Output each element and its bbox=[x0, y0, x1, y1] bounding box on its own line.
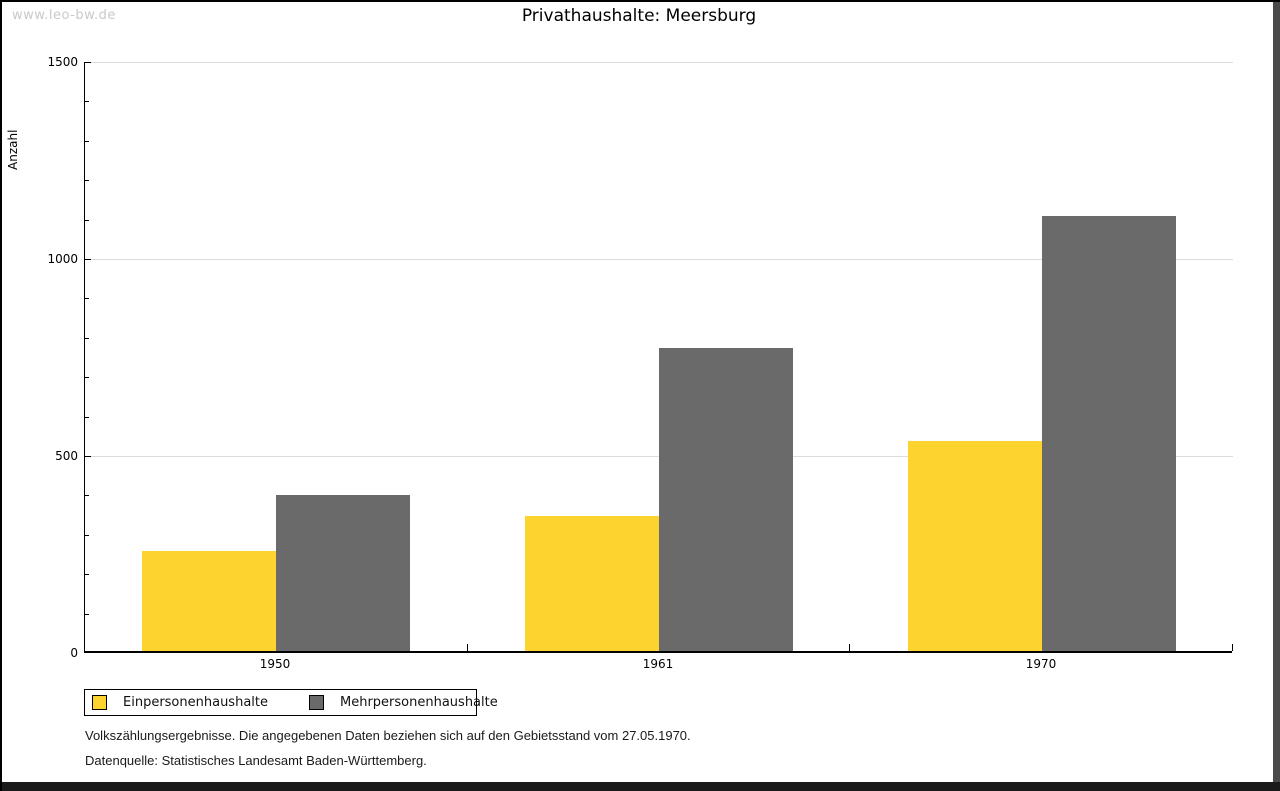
y-tick-500 bbox=[85, 456, 91, 457]
bar-1970-mehrpersonenhaushalte bbox=[1042, 216, 1176, 651]
y-tick-300 bbox=[85, 535, 89, 536]
y-tick-label-1000: 1000 bbox=[47, 252, 78, 266]
plot-area bbox=[84, 62, 1233, 653]
gridline-1500 bbox=[85, 62, 1233, 63]
y-tick-1100 bbox=[85, 220, 89, 221]
y-tick-label-500: 500 bbox=[55, 449, 78, 463]
y-tick-400 bbox=[85, 495, 89, 496]
x-tick-label-1961: 1961 bbox=[642, 657, 674, 671]
x-boundary-tick-3 bbox=[1232, 644, 1233, 651]
y-tick-1300 bbox=[85, 141, 89, 142]
y-tick-800 bbox=[85, 338, 89, 339]
bar-1970-einpersonenhaushalte bbox=[908, 441, 1042, 651]
y-tick-700 bbox=[85, 377, 89, 378]
bar-1950-mehrpersonenhaushalte bbox=[276, 495, 410, 651]
x-boundary-tick-1 bbox=[467, 644, 468, 651]
footnote-data-source: Datenquelle: Statistisches Landesamt Bad… bbox=[85, 753, 427, 768]
bar-1961-mehrpersonenhaushalte bbox=[659, 348, 793, 651]
y-tick-1200 bbox=[85, 180, 89, 181]
bar-1950-einpersonenhaushalte bbox=[142, 551, 276, 651]
legend: Einpersonenhaushalte Mehrpersonenhaushal… bbox=[84, 689, 498, 716]
bar-1961-einpersonenhaushalte bbox=[525, 516, 659, 651]
x-tick-label-1950: 1950 bbox=[259, 657, 291, 671]
y-tick-1000 bbox=[85, 259, 91, 260]
y-tick-600 bbox=[85, 417, 89, 418]
legend-swatch-einpersonenhaushalte bbox=[92, 695, 107, 710]
window-bottom-bar bbox=[2, 782, 1280, 791]
legend-swatch-mehrpersonenhaushalte bbox=[309, 695, 324, 710]
footnote-census-note: Volkszählungsergebnisse. Die angegebenen… bbox=[85, 728, 691, 743]
y-tick-label-0: 0 bbox=[70, 646, 78, 660]
y-axis-top-stub bbox=[85, 62, 91, 63]
y-tick-100 bbox=[85, 614, 89, 615]
y-axis-label: Anzahl bbox=[6, 129, 20, 170]
window-right-border bbox=[1273, 2, 1280, 791]
x-tick-label-1970: 1970 bbox=[1025, 657, 1057, 671]
chart-title: Privathaushalte: Meersburg bbox=[521, 6, 757, 26]
legend-label-mehrpersonenhaushalte: Mehrpersonenhaushalte bbox=[340, 695, 498, 710]
legend-label-einpersonenhaushalte: Einpersonenhaushalte bbox=[123, 695, 268, 710]
gridline-1000 bbox=[85, 259, 1233, 260]
watermark-text: www.leo-bw.de bbox=[12, 8, 116, 23]
y-tick-1400 bbox=[85, 101, 89, 102]
y-tick-900 bbox=[85, 298, 89, 299]
x-boundary-tick-2 bbox=[849, 644, 850, 651]
y-tick-label-1500: 1500 bbox=[47, 55, 78, 69]
y-tick-200 bbox=[85, 574, 89, 575]
